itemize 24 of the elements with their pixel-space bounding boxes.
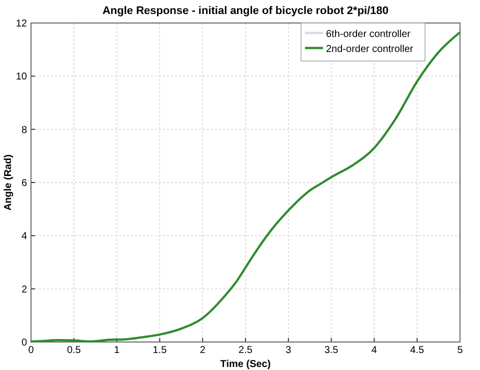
- legend-label: 2nd-order controller: [326, 44, 414, 55]
- line-series: [30, 31, 462, 343]
- y-tick-label: 12: [16, 18, 28, 30]
- x-tick-label: 2: [200, 345, 206, 356]
- legend-label: 6th-order controller: [326, 29, 412, 40]
- y-tick-label: 2: [21, 284, 28, 296]
- y-tick-label: 4: [21, 231, 28, 242]
- y-axis-title: Angle (Rad): [3, 154, 14, 211]
- x-tick-label: 0: [28, 345, 34, 356]
- x-axis-title: Time (Sec): [220, 359, 271, 370]
- x-tick-label: 1.5: [152, 345, 168, 356]
- x-tick-label: 2.5: [238, 345, 253, 356]
- y-tick-label: 10: [16, 72, 28, 83]
- x-tick-label: 4: [371, 345, 378, 356]
- x-tick-label: 3.5: [324, 345, 339, 356]
- x-tick-label: 3: [286, 345, 292, 356]
- x-tick-label: 5: [457, 345, 464, 356]
- y-tick-label: 8: [21, 124, 28, 136]
- y-tick-label: 0: [21, 338, 28, 348]
- x-tick-label: 1: [114, 345, 120, 356]
- y-tick-label: 6: [21, 178, 28, 189]
- x-tick-label: 4.5: [410, 345, 424, 356]
- chart-title: Angle Response - initial angle of bicycle robot 2*pi/180: [102, 5, 389, 17]
- x-tick-label: 0.5: [66, 345, 82, 356]
